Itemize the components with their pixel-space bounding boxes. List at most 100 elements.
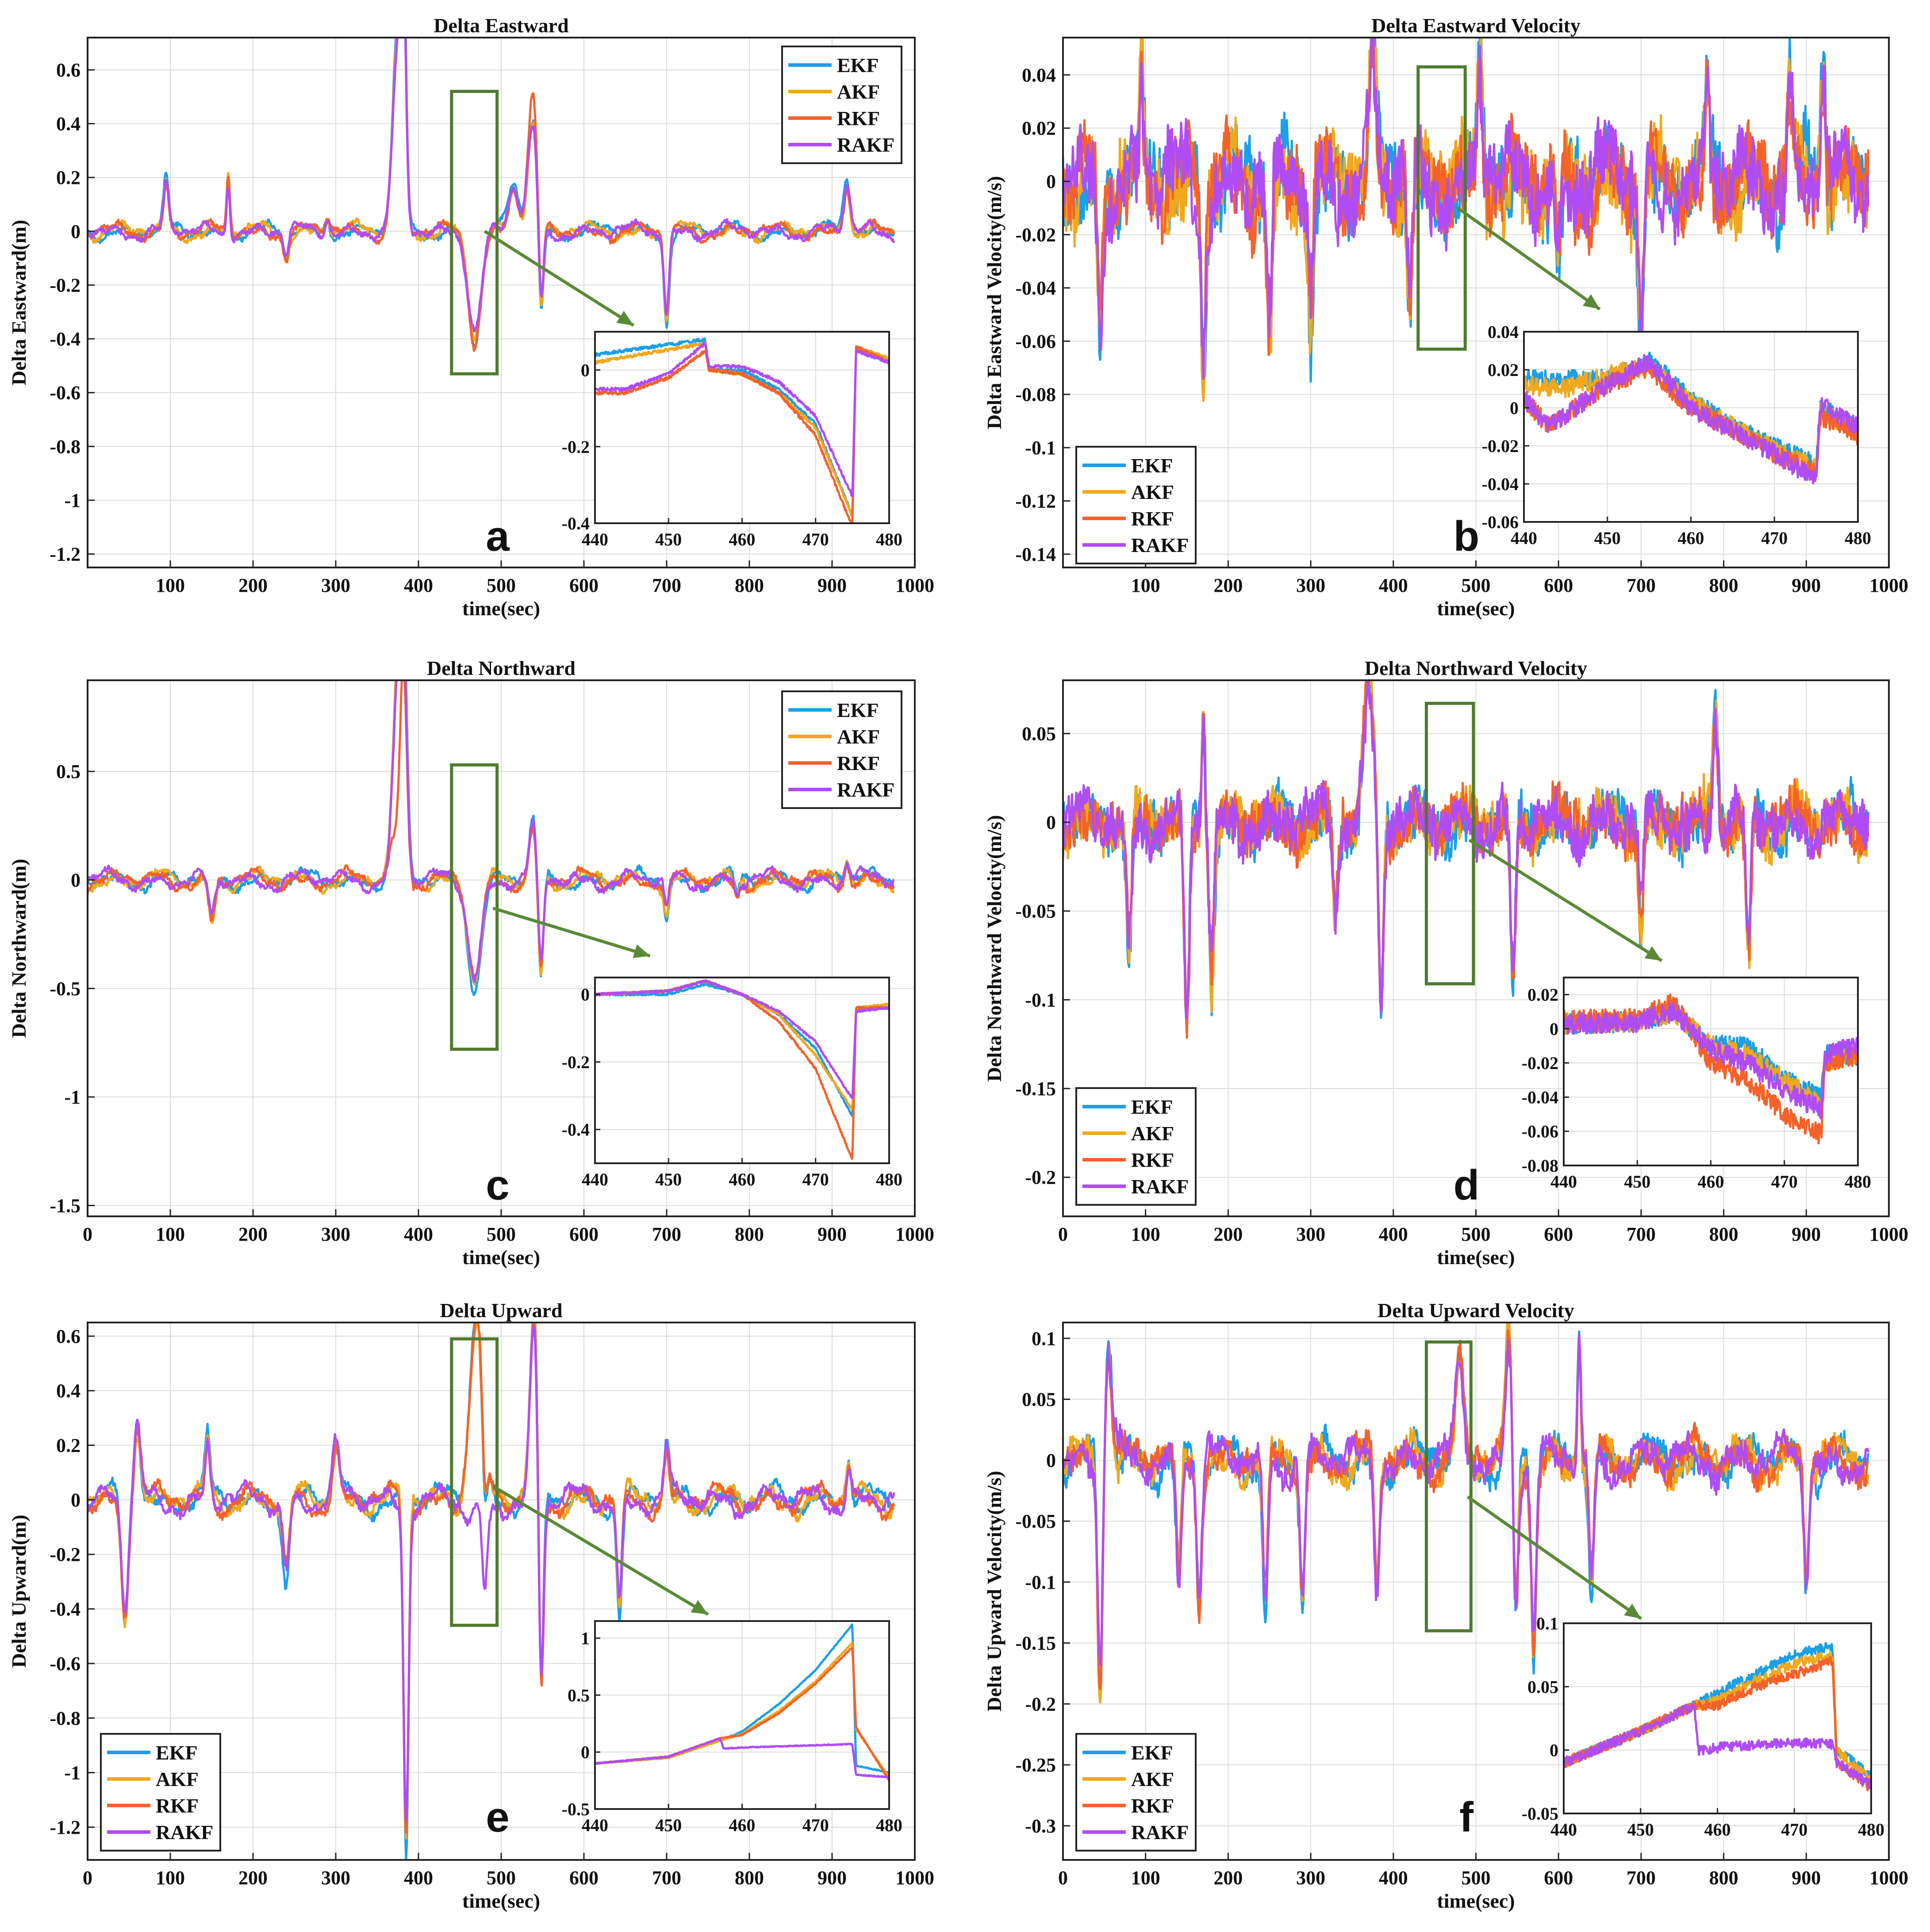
x-axis-label: time(sec): [462, 597, 540, 620]
x-tick-label: 400: [1379, 575, 1408, 596]
legend-label-ekf: EKF: [837, 699, 879, 721]
zoom-inset: 440 450 460 470 480 1 0.5 0 -0.5: [562, 1620, 902, 1835]
legend-label-rkf: RKF: [1131, 1794, 1174, 1817]
chart-panel-d: 0 100 200 300 400 500 600 700 800 900 1000 0.05 0 -0.…: [983, 657, 1908, 1269]
zoom-inset: 440 450 460 470 480 0.04 0.02 0 -0.02 -0.04 -0.06: [1482, 322, 1871, 548]
series-group: [1063, 680, 1869, 1039]
inset-y-tick-label: 0.1: [1536, 1614, 1558, 1633]
legend: EKF AKF RKF RAKF: [781, 690, 902, 809]
zoom-arrow-head: [1624, 1603, 1641, 1619]
y-tick-label: 0.5: [56, 761, 81, 782]
inset-x-tick-label: 460: [729, 529, 756, 549]
x-tick-label: 500: [1462, 1867, 1491, 1889]
y-tick-label: -1.2: [50, 544, 81, 565]
inset-series-group: [595, 979, 889, 1160]
inset-x-tick-label: 440: [1550, 1172, 1577, 1192]
x-tick-label: 100: [1131, 1867, 1160, 1889]
inset-y-tick-label: 0.02: [1488, 360, 1519, 380]
y-tick-label: -0.2: [1025, 1167, 1056, 1188]
inset-y-tick-label: 0: [1510, 398, 1519, 418]
zoom-region-box: [450, 763, 499, 1051]
y-tick-label: 0: [1046, 171, 1056, 192]
chart-title: Delta Upward Velocity: [1377, 1299, 1574, 1322]
inset-y-tick-label: -0.4: [562, 514, 590, 533]
y-axis-label: Delta Northward Velocity(m/s): [983, 815, 1005, 1081]
inset-x-tick-label: 460: [729, 1169, 756, 1189]
zoom-inset: 440 450 460 470 480 0 -0.2 -0.4: [562, 331, 902, 549]
y-tick-label: -0.25: [1015, 1754, 1056, 1776]
legend-label-rkf: RKF: [1131, 1149, 1174, 1171]
series-line-ekf: [88, 38, 895, 348]
x-tick-label: 200: [238, 1223, 268, 1245]
legend-label-ekf: EKF: [1131, 1096, 1173, 1118]
inset-y-tick-label: 0: [1550, 1740, 1558, 1760]
x-tick-label: 0: [83, 1867, 92, 1889]
zoom-arrow-shaft: [1457, 207, 1601, 310]
inset-series-group: [595, 337, 889, 523]
x-tick-label: 800: [735, 1223, 764, 1245]
inset-y-tick-label: -0.5: [562, 1799, 590, 1819]
y-tick-label: 0: [1046, 1449, 1056, 1471]
inset-x-tick-label: 440: [1511, 528, 1537, 548]
y-tick-label: -0.3: [1025, 1815, 1056, 1837]
inset-x-tick-label: 440: [582, 1169, 608, 1189]
x-tick-label: 1000: [1869, 1223, 1908, 1245]
y-tick-label: 0.05: [1022, 1389, 1056, 1411]
inset-x-tick-label: 480: [876, 529, 902, 549]
series-line-rakf: [1063, 1334, 1869, 1666]
inset-series-group: [1564, 993, 1858, 1145]
inset-y-tick-label: 0: [581, 1742, 590, 1762]
legend: EKF AKF RKF RAKF: [781, 46, 902, 164]
inset-y-tick-label: 0: [1550, 1019, 1558, 1039]
x-axis-label: time(sec): [1437, 1890, 1515, 1912]
x-axis-label: time(sec): [462, 1246, 540, 1269]
chart-title: Delta Northward Velocity: [1365, 657, 1587, 679]
zoom-region-box: [1416, 65, 1467, 351]
y-tick-label: 0.05: [1022, 723, 1056, 744]
x-tick-label: 700: [1627, 1223, 1656, 1245]
x-tick-label: 800: [735, 575, 764, 596]
zoom-region-box: [450, 1337, 499, 1627]
inset-series-group: [595, 1623, 889, 1782]
panel-letter: b: [1454, 513, 1480, 560]
y-tick-label: -0.8: [50, 436, 81, 457]
chart-title: Delta Northward: [427, 657, 576, 679]
legend-label-rakf: RAKF: [837, 778, 894, 801]
legend-label-ekf: EKF: [156, 1741, 198, 1764]
inset-x-tick-label: 460: [1704, 1820, 1731, 1840]
y-tick-label: 0.6: [56, 1326, 81, 1347]
legend-label-rakf: RAKF: [156, 1821, 213, 1844]
y-tick-label: 0.02: [1022, 118, 1056, 139]
y-tick-label: -0.04: [1015, 277, 1056, 299]
series-group: [88, 38, 895, 352]
chart-panel-f: 0 100 200 300 400 500 600 700 800 900 1000 0.1 0.05 0…: [983, 1299, 1908, 1912]
x-tick-label: 100: [156, 575, 185, 596]
y-tick-label: -0.8: [50, 1707, 81, 1729]
y-tick-label: -1: [64, 1086, 81, 1108]
x-tick-label: 1000: [895, 575, 934, 596]
y-tick-label: 0.2: [56, 167, 81, 188]
inset-x-tick-label: 450: [655, 1815, 682, 1835]
panel-letter: c: [486, 1162, 509, 1209]
inset-series-line-rakf: [1524, 354, 1858, 485]
y-tick-label: -1.5: [50, 1195, 81, 1216]
x-tick-label: 200: [1213, 575, 1243, 596]
inset-y-tick-label: -0.06: [1482, 512, 1519, 532]
x-tick-label: 300: [1296, 575, 1325, 596]
y-tick-label: 0: [71, 221, 81, 242]
x-tick-label: 600: [569, 1867, 599, 1889]
x-tick-label: 1000: [1869, 575, 1908, 596]
inset-x-tick-label: 440: [582, 1815, 608, 1835]
panel-letter: d: [1454, 1162, 1480, 1209]
legend-label-rakf: RAKF: [1131, 1175, 1189, 1198]
inset-x-tick-label: 450: [655, 529, 682, 549]
series-group: [1063, 1322, 1869, 1704]
x-tick-label: 500: [487, 575, 516, 596]
inset-y-tick-label: -0.04: [1482, 474, 1519, 494]
inset-series-line-rakf: [1564, 1703, 1871, 1790]
y-tick-label: -0.15: [1015, 1633, 1056, 1654]
inset-x-tick-label: 450: [1624, 1172, 1650, 1192]
inset-y-tick-label: -0.2: [562, 1052, 590, 1072]
y-axis-label: Delta Upward Velocity(m/s): [983, 1471, 1005, 1711]
